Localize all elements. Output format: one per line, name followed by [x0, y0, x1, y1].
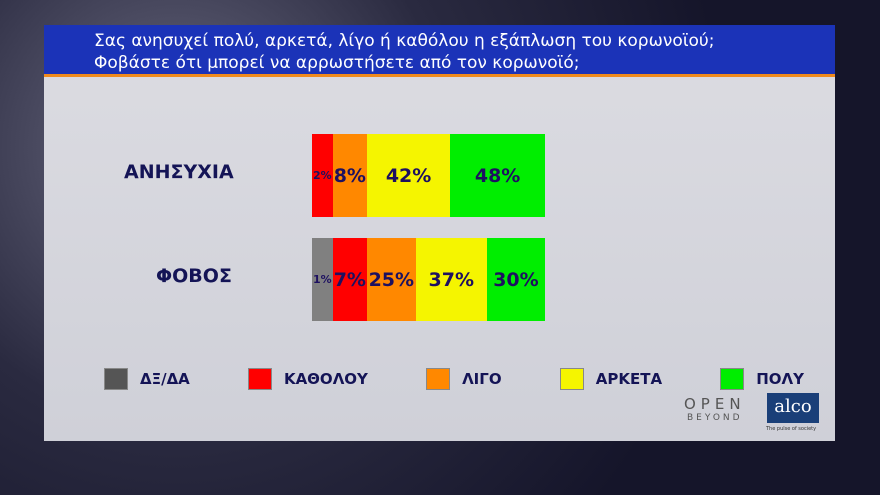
category-label-0: ΑΝΗΣΥΧΙΑ — [124, 161, 234, 183]
bar-segment: 42% — [366, 134, 451, 217]
alco-logo: alco — [767, 393, 819, 423]
bar-segment: 7% — [332, 238, 367, 321]
bar-fovos: 1% 7% 25% 37% 30% — [312, 238, 545, 321]
legend: ΔΞ/ΔΑ ΚΑΘΟΛΟΥ ΛΙΓΟ ΑΡΚΕΤΑ ΠΟΛΥ — [104, 368, 804, 390]
legend-swatch — [559, 368, 584, 390]
question-header: Σας ανησυχεί πολύ, αρκετά, λίγο ή καθόλο… — [44, 25, 835, 77]
legend-label: ΚΑΘΟΛΟΥ — [283, 370, 368, 388]
legend-label: ΛΙΓΟ — [462, 370, 502, 388]
bar-segment: 8% — [332, 134, 367, 217]
chart-panel: Σας ανησυχεί πολύ, αρκετά, λίγο ή καθόλο… — [44, 25, 835, 441]
legend-swatch — [426, 368, 451, 390]
question-2: Φοβάστε ότι μπορεί να αρρωστήσετε από το… — [94, 53, 580, 73]
bar-segment: 1% — [312, 238, 333, 321]
legend-item: ΛΙΓΟ — [426, 368, 502, 390]
alco-tagline: The pulse of society — [766, 426, 817, 432]
bar-segment: 2% — [312, 134, 333, 217]
bar-segment: 25% — [366, 238, 416, 321]
legend-label: ΠΟΛΥ — [756, 370, 804, 388]
open-logo-sub: BEYOND — [686, 413, 743, 423]
category-label-1: ΦΟΒΟΣ — [156, 265, 232, 287]
legend-swatch — [247, 368, 272, 390]
bar-anisychia: 2% 8% 42% 48% — [312, 134, 545, 217]
legend-item: ΠΟΛΥ — [720, 368, 804, 390]
bar-segment: 37% — [415, 238, 487, 321]
bar-segment: 48% — [450, 134, 545, 217]
legend-swatch — [720, 368, 745, 390]
legend-label: ΔΞ/ΔΑ — [140, 370, 190, 388]
bar-segment: 30% — [486, 238, 545, 321]
legend-item: ΚΑΘΟΛΟΥ — [247, 368, 368, 390]
open-logo: OPEN BEYOND — [684, 395, 746, 423]
question-1: Σας ανησυχεί πολύ, αρκετά, λίγο ή καθόλο… — [94, 31, 715, 51]
open-logo-text: OPEN — [684, 395, 746, 413]
legend-item: ΑΡΚΕΤΑ — [559, 368, 663, 390]
legend-item: ΔΞ/ΔΑ — [104, 368, 190, 390]
legend-label: ΑΡΚΕΤΑ — [595, 370, 663, 388]
legend-swatch — [104, 368, 128, 390]
